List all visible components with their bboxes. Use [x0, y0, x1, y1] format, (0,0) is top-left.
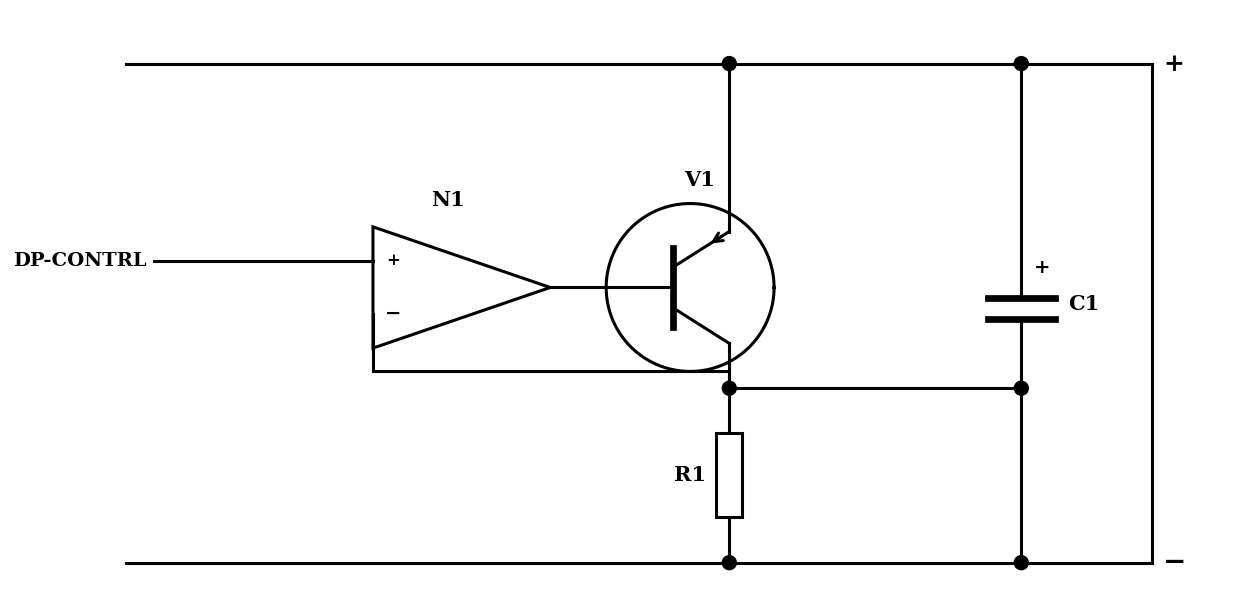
Circle shape: [723, 381, 737, 395]
Text: +: +: [1034, 259, 1050, 277]
Text: +: +: [1163, 52, 1184, 76]
Text: +: +: [387, 253, 401, 269]
Circle shape: [723, 57, 737, 71]
Text: DP-CONTRL: DP-CONTRL: [12, 252, 146, 270]
Text: C1: C1: [1068, 294, 1099, 314]
Circle shape: [1014, 381, 1028, 395]
Circle shape: [1014, 57, 1028, 71]
Circle shape: [1014, 556, 1028, 570]
Circle shape: [723, 556, 737, 570]
Text: R1: R1: [675, 466, 706, 485]
Text: −: −: [386, 305, 402, 323]
Text: N1: N1: [430, 190, 465, 210]
FancyBboxPatch shape: [717, 434, 743, 517]
Text: −: −: [1163, 549, 1187, 576]
Text: V1: V1: [684, 169, 715, 190]
